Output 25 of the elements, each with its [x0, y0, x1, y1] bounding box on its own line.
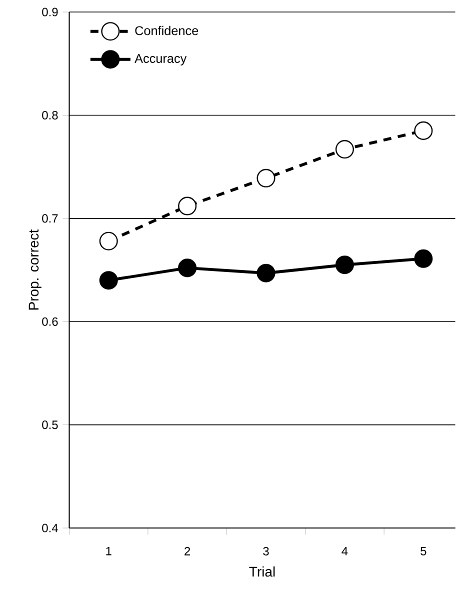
x-tick-label: 4 [342, 546, 348, 556]
point [178, 196, 197, 216]
point [414, 121, 433, 140]
y-tick-label: 0.6 [42, 317, 58, 326]
legend-label: Accuracy [134, 54, 187, 66]
point [178, 258, 197, 278]
point [335, 256, 354, 274]
y-tick-label: 0.8 [42, 110, 58, 120]
x-tick-label: 3 [263, 546, 269, 556]
legend-label: Confidence [135, 26, 198, 36]
point [99, 271, 118, 290]
x-tick-label: 1 [106, 546, 112, 556]
point [414, 249, 433, 268]
y-tick-label: 0.4 [42, 524, 58, 532]
y-tick-label: 0.7 [42, 214, 58, 223]
y-tick-label: 0.9 [42, 8, 58, 16]
x-tick-label: 5 [420, 546, 426, 556]
y-axis-title: Prop. correct [28, 229, 42, 310]
y-tick-label: 0.5 [42, 420, 58, 430]
point [256, 264, 276, 282]
point [99, 232, 118, 250]
x-tick-label: 2 [184, 546, 190, 556]
point [256, 168, 276, 188]
x-axis-title: Trial [249, 566, 275, 577]
point [335, 140, 354, 159]
